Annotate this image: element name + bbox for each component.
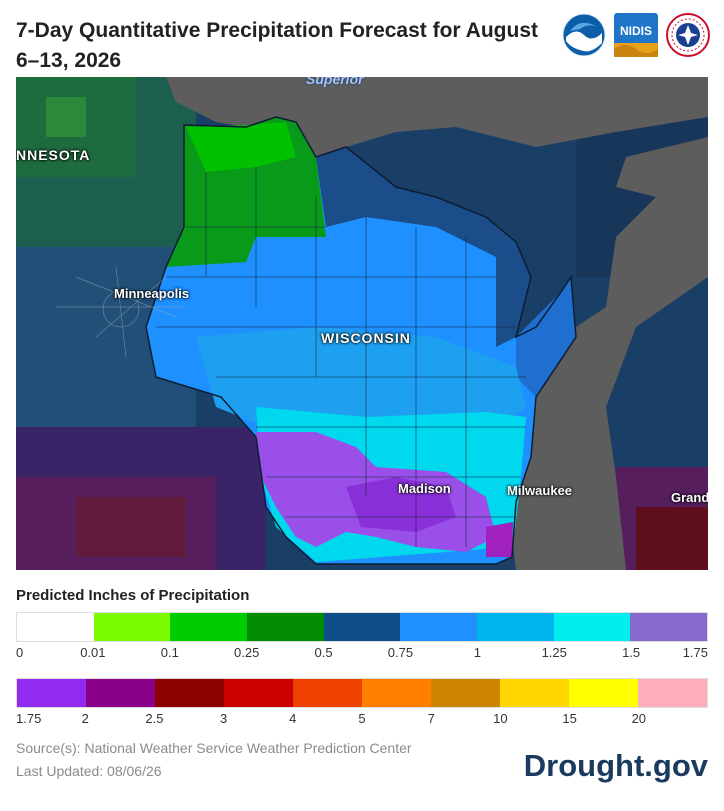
legend-tick-label: 10: [493, 711, 508, 726]
legend-color-bar-1: [16, 612, 708, 642]
legend-swatch: [630, 613, 708, 641]
nws-logo: [666, 13, 710, 57]
legend-tick-label: 7: [427, 711, 435, 726]
legend-swatch: [477, 613, 554, 641]
legend-tick-label: 0.5: [314, 645, 333, 660]
legend-title: Predicted Inches of Precipitation: [16, 587, 250, 604]
wisconsin-label: WISCONSIN: [321, 330, 411, 346]
page-title: 7-Day Quantitative Precipitation Forecas…: [16, 19, 538, 72]
milwaukee-label: Milwaukee: [507, 483, 573, 498]
grand-rapids-label: Grand: [671, 490, 708, 505]
legend-tick-label: 0.75: [387, 645, 414, 660]
minneapolis-label: Minneapolis: [114, 286, 190, 301]
precipitation-map[interactable]: Superior NNESOTA WISCONSIN Minneapolis M…: [16, 77, 708, 570]
legend-tick-label: 0.1: [160, 645, 179, 660]
map-canvas: [16, 77, 708, 570]
legend-ticks-2: 1.75 2 2.5 3 4 5 7 10 15 20: [16, 711, 708, 729]
legend-tick-label: 2: [81, 711, 89, 726]
legend-tick-label: 1.25: [541, 645, 567, 660]
madison-label: Madison: [398, 481, 451, 496]
legend-swatch: [400, 613, 478, 641]
legend-swatch: [247, 613, 324, 641]
lake-superior-label: Superior: [306, 77, 364, 87]
legend-tick-label: 1.75: [682, 645, 708, 660]
svg-text:NIDIS: NIDIS: [620, 24, 652, 38]
legend-swatch: [362, 679, 431, 707]
noaa-logo: [562, 13, 606, 57]
nidis-logo: NIDIS: [614, 13, 658, 57]
lake-michigan: [508, 187, 708, 570]
last-updated-text: Last Updated: 08/06/26: [16, 763, 162, 779]
legend-swatch: [431, 679, 500, 707]
legend-tick-label: 4: [289, 711, 297, 726]
legend-ticks-1: 0 0.01 0.1 0.25 0.5 0.75 1 1.25 1.5 1.75: [16, 645, 708, 663]
legend-tick-label: 1.5: [622, 645, 641, 660]
legend-tick-label: 0: [16, 645, 24, 660]
legend-swatch: [17, 679, 86, 707]
lake-superior: [166, 77, 708, 157]
legend-swatch: [553, 613, 631, 641]
legend-swatch: [17, 613, 94, 641]
legend-tick-label: 1.75: [16, 711, 42, 726]
legend-swatch: [93, 613, 171, 641]
legend-swatch: [224, 679, 293, 707]
source-text: Source(s): National Weather Service Weat…: [16, 740, 412, 756]
legend-tick-label: 1: [473, 645, 481, 660]
legend-tick-label: 3: [219, 711, 228, 726]
drought-gov-brand[interactable]: Drought.gov: [523, 748, 708, 783]
legend-tick-label: 0.25: [234, 645, 260, 660]
legend-tick-label: 2.5: [145, 711, 164, 726]
legend-tick-label: 15: [562, 711, 577, 726]
logo-group: NIDIS: [562, 13, 710, 57]
minnesota-label: NNESOTA: [16, 147, 91, 163]
legend-color-bar-2: [16, 678, 708, 708]
legend-tick-label: 0.01: [80, 645, 106, 660]
legend-swatch: [323, 613, 401, 641]
legend-swatch: [155, 679, 224, 707]
legend-swatch: [170, 613, 248, 641]
legend-tick-label: 20: [631, 711, 647, 726]
legend-tick-label: 5: [358, 711, 366, 726]
legend-swatch: [638, 679, 707, 707]
legend-swatch: [293, 679, 362, 707]
legend-swatch: [86, 679, 155, 707]
legend-swatch: [500, 679, 569, 707]
legend-swatch: [569, 679, 638, 707]
